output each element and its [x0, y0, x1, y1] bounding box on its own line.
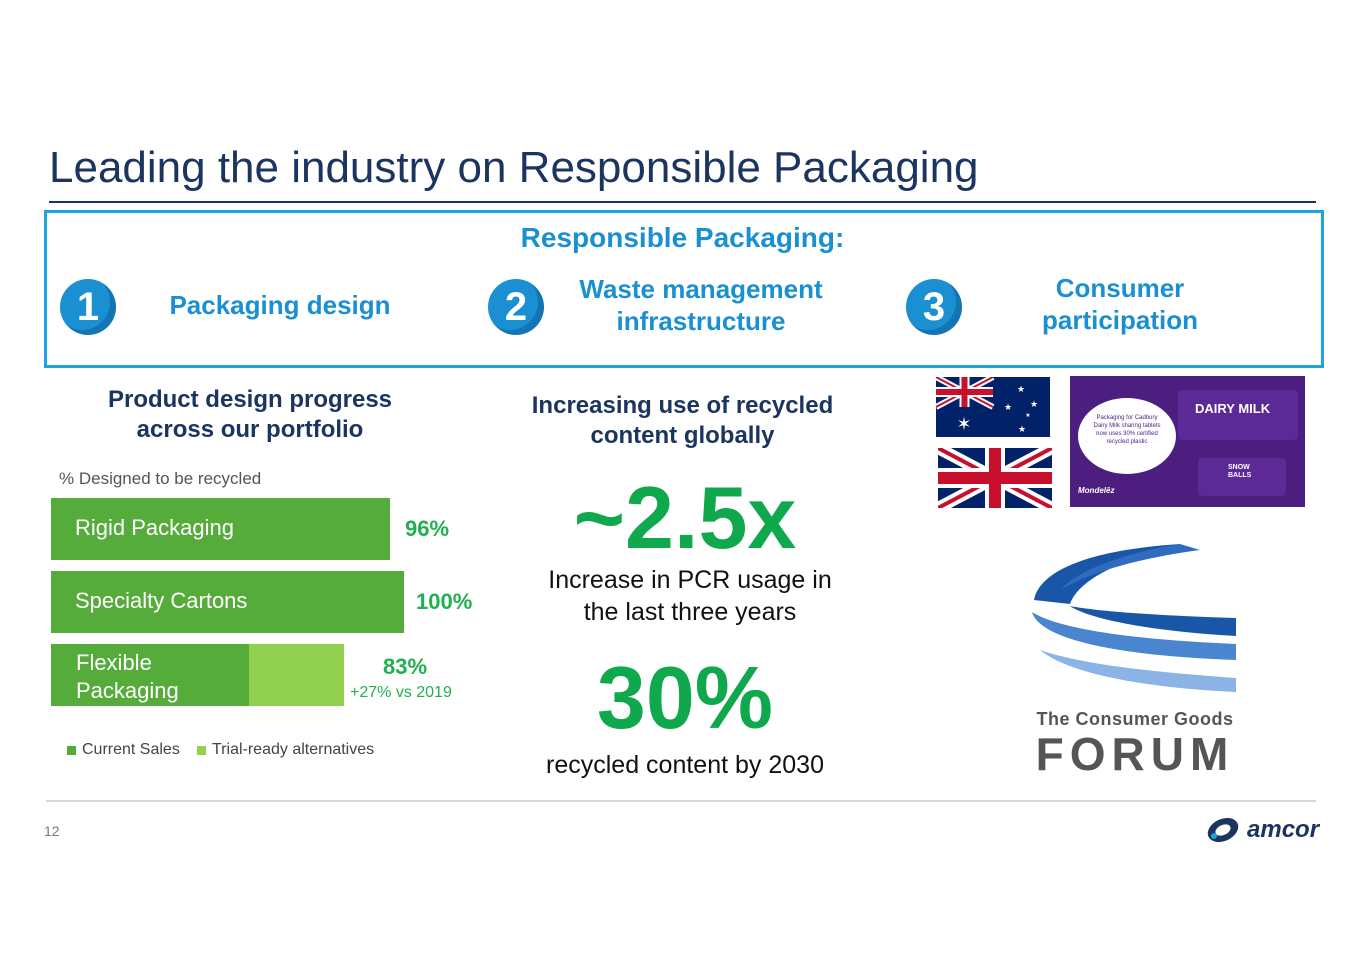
svg-text:★: ★: [1004, 403, 1012, 413]
legend-swatch-trial-ready: [197, 745, 206, 755]
legend-item-trial-ready: Trial-ready alternatives: [197, 741, 374, 759]
amcor-mark-icon: [1207, 817, 1239, 843]
legend-item-current-sales: Current Sales: [67, 741, 180, 759]
bar-specialty-cartons-current-sales: [51, 571, 404, 633]
pcr-increase-caption: Increase in PCR usage in the last three …: [548, 566, 832, 626]
pillar-packaging-design: Packaging design: [169, 290, 391, 320]
bar-value-label: 100%: [416, 589, 473, 614]
responsible-packaging-box: [44, 210, 1324, 368]
bar-category-label: Rigid Packaging: [75, 515, 234, 540]
amcor-logo: amcor: [1205, 814, 1319, 846]
uk-flag: [938, 448, 1052, 508]
number-3-badge: 3: [906, 279, 962, 335]
cadbury-packaging-image: Packaging for Cadbury Dairy Milk sharing…: [1070, 376, 1305, 507]
responsible-packaging-heading: Responsible Packaging:: [520, 222, 845, 253]
pillar-consumer-participation: Consumer participation: [1041, 273, 1198, 335]
bar-category-label: Specialty Cartons: [75, 588, 248, 613]
page-number: 12: [44, 823, 60, 839]
pack-note-bubble: Packaging for Cadbury Dairy Milk sharing…: [1078, 398, 1176, 474]
svg-text:★: ★: [1017, 385, 1025, 395]
recyclability-bar-chart: [0, 0, 1, 1]
legend-label-trial-ready: Trial-ready alternatives: [212, 741, 375, 758]
footer-divider: [46, 800, 1316, 802]
dairy-milk-brand: DAIRY MILK: [1195, 401, 1271, 416]
page-title: Leading the industry on Responsible Pack…: [49, 143, 979, 192]
svg-text:★: ★: [1025, 412, 1030, 419]
legend-label-current-sales: Current Sales: [82, 741, 180, 758]
svg-text:★: ★: [1030, 400, 1038, 410]
svg-text:✶: ✶: [956, 414, 971, 435]
number-2-badge: 2: [488, 279, 544, 335]
bar-rigid-packaging-current-sales: [51, 498, 390, 560]
dairy-milk-bar-graphic: [1178, 390, 1298, 440]
consumer-goods-forum-swoosh-icon: [1032, 544, 1236, 692]
mondelez-logo: Mondelēz: [1078, 486, 1115, 495]
chart-subtitle: % Designed to be recycled: [59, 469, 262, 488]
recycled-content-heading: Increasing use of recycled content globa…: [531, 392, 834, 449]
cgf-logo-line1: The Consumer Goods: [1036, 709, 1234, 729]
bar-value-label: 83%: [383, 654, 428, 679]
bar-category-label: Flexible Packaging: [76, 650, 179, 703]
bar-value-label: 96%: [405, 516, 450, 541]
amcor-wordmark: amcor: [1247, 816, 1320, 843]
product-design-heading: Product design progress across our portf…: [107, 386, 393, 443]
number-1-badge: 1: [60, 279, 116, 335]
title-divider: [49, 201, 1316, 203]
legend-swatch-current-sales: [67, 745, 76, 755]
snow-balls-brand: SNOW BALLS: [1228, 464, 1252, 479]
australia-flag: ✶ ★ ★ ★ ★ ★: [936, 377, 1050, 437]
pillar-waste-management: Waste management infrastructure: [579, 274, 823, 336]
bar-flexible-packaging-trial-ready-alternatives: [249, 644, 344, 706]
flexible-packaging-annotation: +27% vs 2019: [350, 684, 452, 701]
recycled-target-caption: recycled content by 2030: [546, 751, 824, 779]
cgf-logo-line2: FORUM: [1035, 728, 1235, 780]
pcr-increase-stat: ~2.5x: [573, 468, 797, 567]
snow-balls-bar-graphic: [1198, 458, 1286, 496]
bar-flexible-packaging-current-sales: [51, 644, 249, 706]
svg-text:★: ★: [1018, 425, 1026, 435]
recycled-target-stat: 30%: [596, 648, 774, 747]
